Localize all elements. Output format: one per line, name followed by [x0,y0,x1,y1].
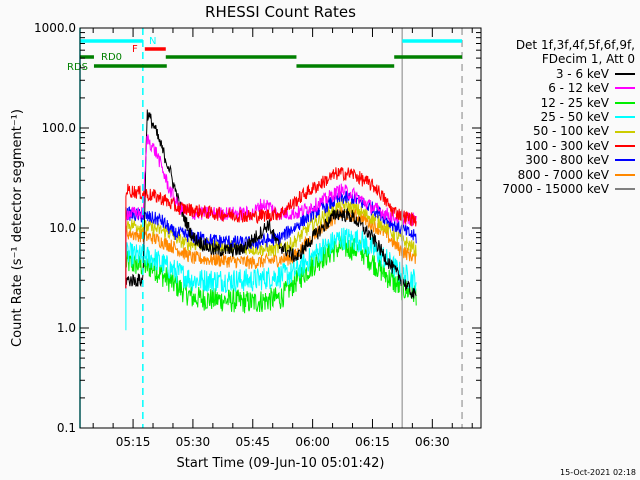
legend-label: 25 - 50 keV [540,109,609,124]
legend-swatch [615,72,635,75]
series-line-25to50keV [125,227,417,331]
legend-swatch [615,87,635,90]
series-line-3to6keV [125,109,417,299]
legend-item: 6 - 12 keV [480,81,635,95]
y-axis-label: Count Rate (s⁻¹ detector segment⁻¹) [10,109,25,347]
legend-label: 800 - 7000 keV [517,167,609,182]
x-tick-label: 05:45 [235,435,270,449]
flag-label-rd0: RD0 [101,52,122,63]
legend-label: 100 - 300 keV [525,138,609,153]
legend-item: 800 - 7000 keV [480,168,635,182]
legend-item: 12 - 25 keV [480,96,635,110]
legend: Det 1f,3f,4f,5f,6f,9f, FDecim 1, Att 0 3… [480,38,635,196]
legend-swatch [615,116,635,119]
flag-label-f: F [132,44,138,55]
legend-label: 7000 - 15000 keV [502,181,609,196]
legend-item: 50 - 100 keV [480,124,635,138]
x-tick-label: 05:15 [116,435,151,449]
y-tick-label: 100.0 [42,121,76,135]
series-line-300to800keV [125,190,417,289]
series-line-6to12keV [125,134,417,289]
legend-swatch [615,188,635,191]
timestamp: 15-Oct-2021 02:18 [560,468,636,477]
y-tick-label: 10.0 [49,221,76,235]
y-tick-label: 1000.0 [34,21,76,35]
legend-label: 50 - 100 keV [532,124,609,139]
y-tick-label: 1.0 [57,321,76,335]
legend-swatch [615,144,635,147]
series-line-100to300keV [125,167,417,289]
legend-swatch [615,101,635,104]
legend-label: 12 - 25 keV [540,95,609,110]
x-tick-label: 06:15 [355,435,390,449]
series-line-12to25keV [125,235,417,314]
legend-header-fdecim: FDecim 1, Att 0 [541,52,635,67]
legend-swatch [615,130,635,133]
legend-label: 300 - 800 keV [525,153,609,168]
x-tick-label: 05:30 [176,435,211,449]
flag-label-n: N [149,36,156,47]
legend-item: 25 - 50 keV [480,110,635,124]
legend-item: 300 - 800 keV [480,153,635,167]
legend-item: 3 - 6 keV [480,67,635,81]
flag-label-rds: RDS [67,62,88,73]
x-tick-label: 06:00 [295,435,330,449]
chart-title: RHESSI Count Rates [205,3,356,21]
legend-item: 7000 - 15000 keV [480,182,635,196]
legend-swatch [615,173,635,176]
legend-label: 6 - 12 keV [548,81,609,96]
legend-label: 3 - 6 keV [555,66,609,81]
legend-swatch [615,159,635,162]
legend-item: 100 - 300 keV [480,139,635,153]
x-axis-label: Start Time (09-Jun-10 05:01:42) [177,456,385,471]
x-tick-label: 06:30 [415,435,450,449]
legend-header-detectors: Det 1f,3f,4f,5f,6f,9f, [515,38,635,52]
y-tick-label: 0.1 [57,421,76,435]
